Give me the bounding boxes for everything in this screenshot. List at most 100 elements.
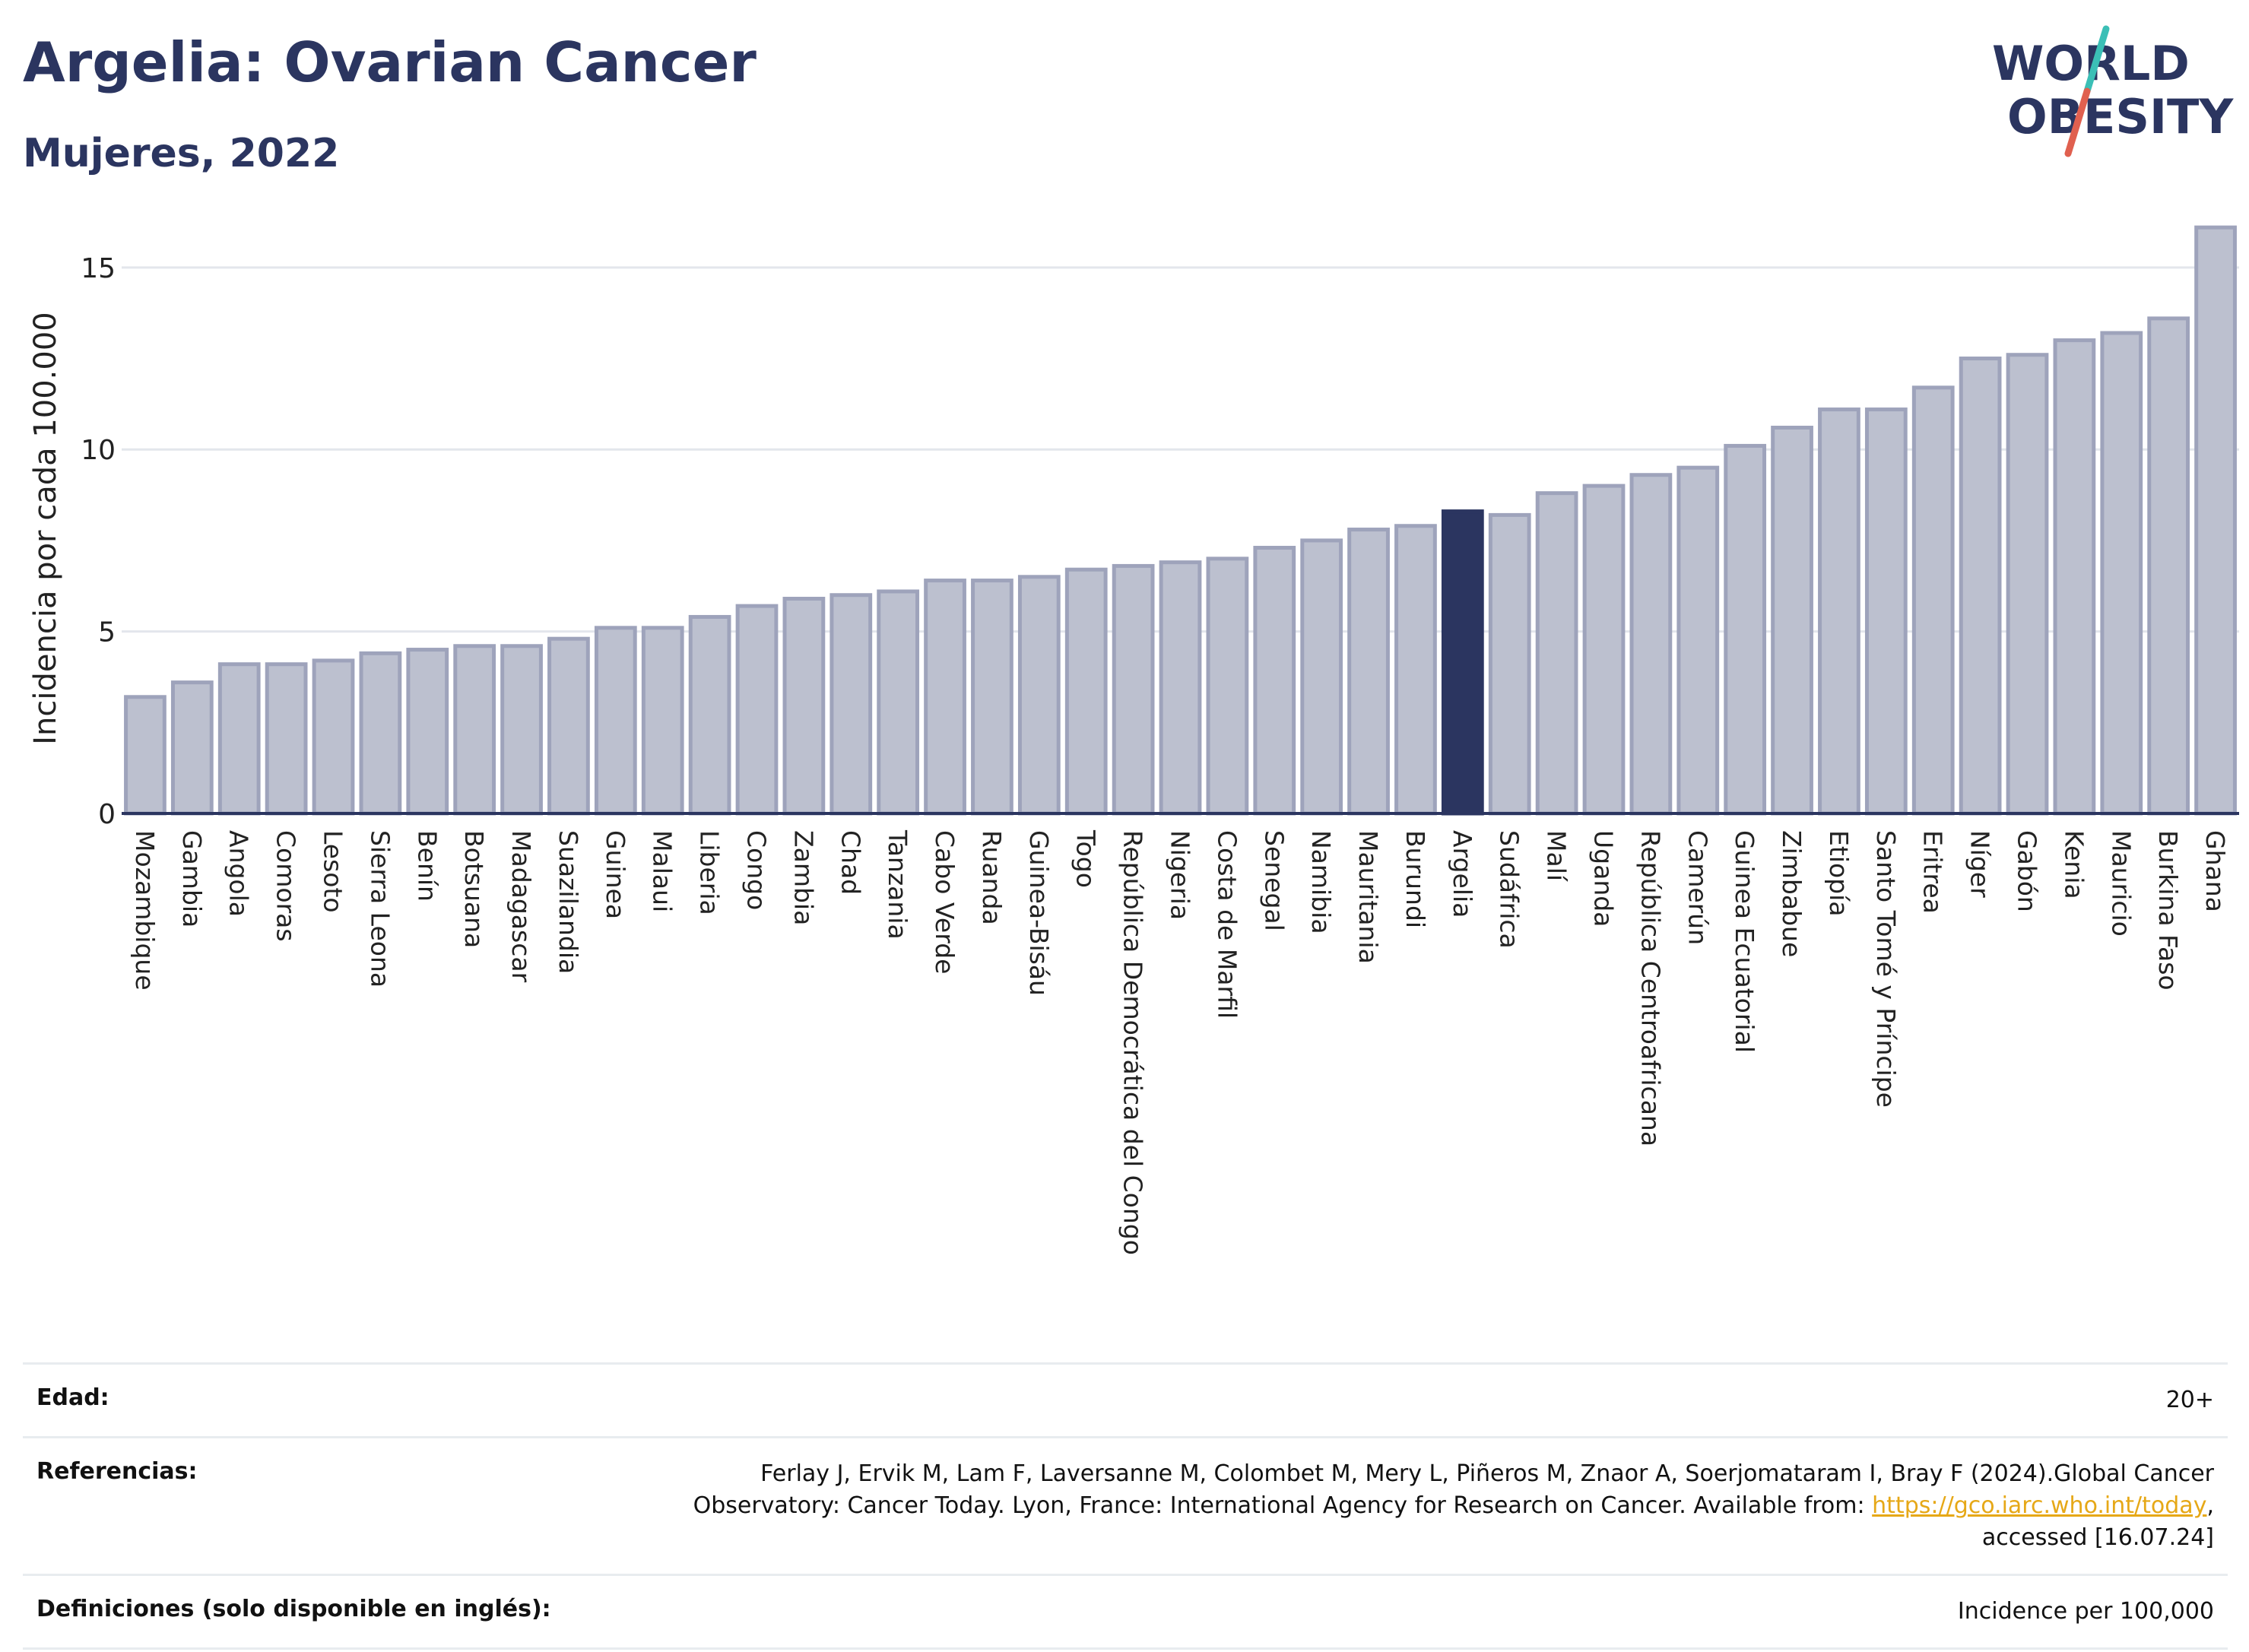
chart-subtitle: Mujeres, 2022 xyxy=(23,131,340,176)
x-category-label: Uganda xyxy=(1589,830,1619,927)
bar xyxy=(170,680,214,816)
x-category-label: Santo Tomé y Príncipe xyxy=(1871,830,1901,1108)
x-category-label: Kenia xyxy=(2059,830,2089,899)
references-label: Referencias: xyxy=(23,1436,598,1576)
x-category-label: Chad xyxy=(836,830,865,895)
bar xyxy=(1959,357,2002,816)
y-axis-ticks: 0 5 10 15 xyxy=(81,253,116,830)
bar xyxy=(971,579,1013,816)
bar xyxy=(1864,407,1908,816)
logo-slash-teal xyxy=(2083,25,2110,95)
x-category-label: Namibia xyxy=(1306,830,1336,934)
definitions-value: Incidence per 100,000 xyxy=(598,1574,2228,1650)
bar-chart: 0 5 10 15 Mozambique Gambia Angola Comoras Leso… xyxy=(28,225,2239,1255)
bar xyxy=(1253,545,1296,816)
bar xyxy=(1488,512,1531,816)
bar xyxy=(124,695,167,816)
x-category-label: Costa de Marfil xyxy=(1212,830,1242,1019)
bar xyxy=(453,644,496,816)
y-axis-title: Incidencia por cada 100.000 xyxy=(28,312,63,745)
bar xyxy=(1818,407,1860,816)
bar xyxy=(1629,473,1673,816)
x-category-label: Sudáfrica xyxy=(1495,830,1524,949)
x-category-label: Benín xyxy=(412,830,442,902)
definitions-label: Definiciones (solo disponible en inglés)… xyxy=(23,1574,598,1650)
bar xyxy=(1159,560,1202,816)
bar xyxy=(1347,528,1390,816)
x-category-label: Argelia xyxy=(1448,830,1477,918)
age-value: 20+ xyxy=(598,1362,2228,1438)
bar xyxy=(688,614,731,816)
bar xyxy=(2053,338,2096,816)
logo-word-obesity: OBESITY xyxy=(2007,89,2234,144)
bar xyxy=(782,597,826,816)
x-category-label: Cabo Verde xyxy=(930,830,960,974)
references-row: Referencias: Ferlay J, Ervik M, Lam F, L… xyxy=(23,1436,2228,1576)
x-category-label: Nigeria xyxy=(1166,830,1195,920)
x-category-label: Ruanda xyxy=(977,830,1007,925)
x-category-label: Comoras xyxy=(271,830,301,942)
bar xyxy=(406,648,449,816)
x-category-label: Togo xyxy=(1071,829,1101,888)
bar xyxy=(1112,563,1155,816)
bar xyxy=(877,589,920,816)
info-table: Edad: 20+ Referencias: Ferlay J, Ervik M… xyxy=(23,1362,2228,1650)
x-category-label: Lesoto xyxy=(319,830,348,913)
bar xyxy=(735,604,779,816)
x-category-label: Guinea Ecuatorial xyxy=(1730,830,1759,1053)
bar xyxy=(2100,331,2143,816)
bar xyxy=(2194,225,2237,816)
x-category-label: Níger xyxy=(1965,830,1995,898)
references-link[interactable]: https://gco.iarc.who.int/today xyxy=(1872,1492,2207,1519)
x-category-label: Botsuana xyxy=(459,830,489,948)
x-category-label: Zimbabue xyxy=(1777,830,1806,957)
x-category-label: Ghana xyxy=(2200,830,2230,912)
bar xyxy=(547,636,590,816)
bar xyxy=(1064,567,1108,816)
x-category-label: Guinea-Bisáu xyxy=(1024,830,1054,996)
x-category-label: República Democrática del Congo xyxy=(1118,830,1148,1255)
bar xyxy=(312,658,355,816)
y-tick-label: 15 xyxy=(81,253,116,284)
x-category-label: Liberia xyxy=(695,830,725,915)
x-category-label: Guinea xyxy=(601,830,630,919)
x-category-label: Eritrea xyxy=(1918,830,1948,914)
bar xyxy=(1535,491,1578,816)
chart-title: Argelia: Ovarian Cancer xyxy=(23,30,757,94)
bar xyxy=(265,662,308,816)
y-tick-label: 10 xyxy=(81,435,116,466)
bar xyxy=(1394,524,1437,816)
bar xyxy=(1771,425,1813,816)
logo-slash-red xyxy=(2064,87,2091,157)
x-category-label: Sierra Leona xyxy=(365,830,395,988)
x-category-label: Burundi xyxy=(1400,830,1430,928)
bar xyxy=(2006,353,2049,816)
definitions-row: Definiciones (solo disponible en inglés)… xyxy=(23,1574,2228,1650)
x-category-label: Senegal xyxy=(1259,830,1289,931)
bar xyxy=(1300,538,1343,816)
bar-highlighted xyxy=(1441,509,1484,816)
bar xyxy=(924,579,966,816)
x-category-label: Gabón xyxy=(2013,830,2042,912)
x-category-label: Congo xyxy=(742,830,772,910)
x-category-label: Mauritania xyxy=(1353,830,1383,964)
bar xyxy=(1911,385,1955,816)
bar xyxy=(1676,465,1720,816)
bars xyxy=(124,225,2237,816)
y-tick-label: 5 xyxy=(98,617,116,648)
age-label: Edad: xyxy=(23,1362,598,1438)
x-category-label: Gambia xyxy=(177,830,207,927)
x-axis-labels: Mozambique Gambia Angola Comoras Lesoto Sierr… xyxy=(130,829,2230,1255)
bar xyxy=(1582,484,1626,816)
y-tick-label: 0 xyxy=(98,799,116,830)
bar xyxy=(359,651,402,816)
bar xyxy=(594,626,637,816)
x-category-label: República Centroafricana xyxy=(1635,830,1665,1146)
bar xyxy=(500,644,543,816)
x-category-label: Mozambique xyxy=(130,830,160,991)
world-obesity-logo: WORLD OBESITY xyxy=(1992,25,2234,157)
references-accessed: , accessed [16.07.24] xyxy=(1981,1492,2214,1551)
bar xyxy=(2147,316,2190,816)
bar xyxy=(1206,556,1249,816)
x-category-label: Angola xyxy=(224,830,254,917)
